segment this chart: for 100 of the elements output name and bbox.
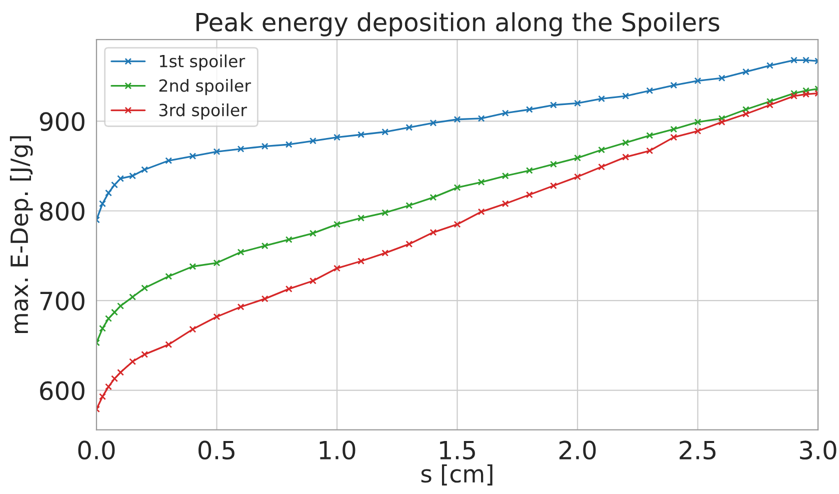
point bbox=[358, 214, 365, 222]
point bbox=[742, 110, 750, 118]
point bbox=[502, 110, 509, 117]
point bbox=[382, 209, 389, 216]
point bbox=[105, 383, 112, 390]
point bbox=[165, 157, 172, 164]
point bbox=[574, 154, 581, 162]
point bbox=[117, 302, 124, 310]
point bbox=[670, 126, 678, 133]
point bbox=[406, 240, 413, 248]
point bbox=[574, 173, 581, 180]
point bbox=[285, 285, 292, 292]
point bbox=[478, 114, 485, 122]
point bbox=[165, 272, 172, 280]
point bbox=[526, 106, 533, 113]
point bbox=[802, 87, 810, 94]
point bbox=[213, 259, 220, 266]
point bbox=[99, 324, 106, 332]
point bbox=[646, 87, 654, 94]
point bbox=[141, 166, 148, 174]
point bbox=[790, 56, 798, 64]
point bbox=[718, 114, 726, 122]
y-axis-title: max. E-Dep. [J/g] bbox=[10, 136, 33, 333]
point bbox=[129, 294, 136, 300]
x-tick-label: 1.5 bbox=[440, 440, 475, 460]
point bbox=[358, 258, 365, 265]
point bbox=[622, 139, 630, 146]
point bbox=[358, 131, 365, 138]
point bbox=[430, 228, 437, 236]
point bbox=[766, 102, 774, 108]
point bbox=[117, 368, 124, 376]
point bbox=[574, 100, 581, 107]
point bbox=[526, 167, 533, 174]
point bbox=[334, 264, 340, 272]
point bbox=[105, 189, 112, 196]
point bbox=[478, 178, 485, 186]
point bbox=[261, 295, 268, 302]
point bbox=[129, 358, 136, 366]
x-tick-label: 3.0 bbox=[800, 440, 836, 460]
point bbox=[430, 119, 437, 126]
point bbox=[406, 202, 413, 209]
point bbox=[646, 132, 654, 139]
point bbox=[454, 184, 461, 192]
point bbox=[213, 148, 220, 156]
legend-label: 3rd spoiler bbox=[159, 103, 248, 120]
point bbox=[670, 134, 678, 141]
point bbox=[309, 137, 316, 144]
point bbox=[237, 303, 244, 310]
point bbox=[550, 160, 557, 168]
point bbox=[334, 220, 340, 228]
point bbox=[622, 154, 630, 161]
point bbox=[670, 82, 678, 89]
y-tick-label: 800 bbox=[40, 202, 84, 221]
point bbox=[382, 128, 389, 136]
point bbox=[189, 152, 196, 160]
point bbox=[766, 98, 774, 105]
y-tick-label: 600 bbox=[40, 381, 84, 400]
point bbox=[309, 230, 316, 237]
x-tick-label: 2.0 bbox=[559, 440, 596, 460]
x-tick-label: 0.0 bbox=[78, 440, 115, 460]
y-tick-label: 700 bbox=[40, 292, 84, 310]
point bbox=[261, 142, 268, 150]
point bbox=[802, 90, 810, 98]
legend-label: 1st spoiler bbox=[160, 54, 246, 71]
point bbox=[141, 284, 148, 292]
point bbox=[129, 172, 136, 180]
point bbox=[213, 313, 220, 320]
point bbox=[189, 326, 196, 333]
point bbox=[406, 124, 413, 131]
point bbox=[111, 181, 118, 188]
point bbox=[694, 128, 702, 134]
point bbox=[550, 182, 557, 190]
point bbox=[285, 236, 292, 244]
point bbox=[598, 95, 606, 102]
point bbox=[502, 200, 509, 208]
point bbox=[309, 277, 316, 284]
point bbox=[694, 118, 702, 126]
point bbox=[478, 208, 485, 216]
chart-title: Peak energy deposition along the Spoilers bbox=[196, 12, 720, 36]
point bbox=[117, 175, 124, 182]
point bbox=[141, 350, 148, 358]
point bbox=[99, 200, 106, 208]
x-tick-label: 2.5 bbox=[680, 440, 716, 460]
x-tick-label: 1.0 bbox=[320, 440, 356, 460]
point bbox=[382, 250, 389, 257]
point bbox=[105, 315, 112, 322]
point bbox=[718, 118, 726, 126]
point bbox=[285, 141, 292, 148]
point bbox=[766, 62, 774, 70]
point bbox=[189, 263, 196, 270]
point bbox=[718, 74, 726, 82]
point bbox=[237, 146, 244, 152]
point bbox=[502, 172, 509, 180]
point bbox=[802, 56, 810, 64]
point bbox=[622, 92, 630, 100]
point bbox=[742, 68, 750, 76]
point bbox=[454, 220, 461, 228]
point bbox=[334, 134, 340, 141]
point bbox=[99, 393, 106, 400]
point bbox=[790, 92, 798, 100]
